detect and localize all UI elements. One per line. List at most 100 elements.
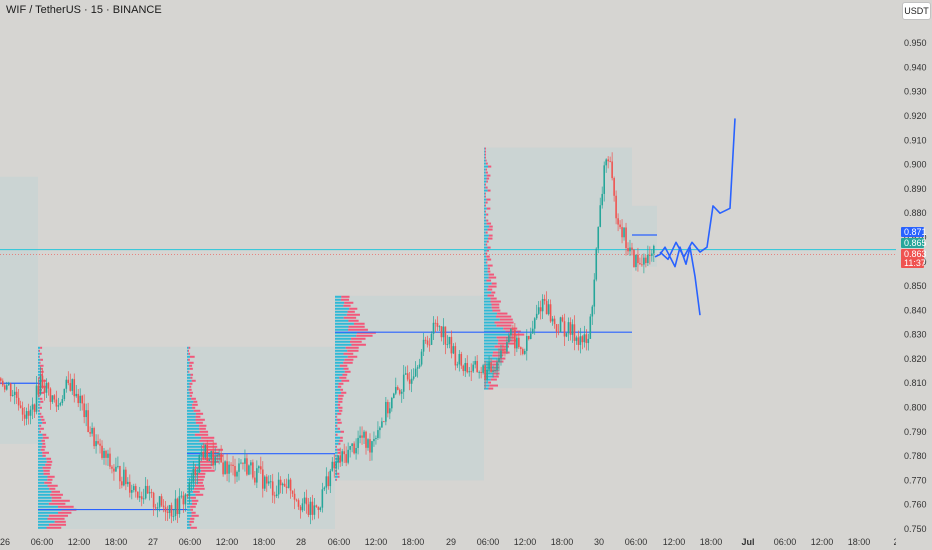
profile-bar-down [497, 312, 508, 315]
profile-bar-down [344, 301, 354, 304]
candle-body [579, 336, 582, 345]
candle-body [420, 351, 423, 365]
profile-bar-up [484, 375, 493, 378]
profile-bar-up [484, 153, 485, 156]
profile-bar-down [189, 361, 194, 364]
price-axis[interactable]: 0.950 0.940 0.930 0.920 0.910 0.900 0.890 0.880… [896, 0, 932, 550]
candle-body [559, 317, 562, 332]
price-tick-label: 0.790 [904, 427, 927, 437]
time-tick-label: 18:00 [848, 537, 871, 547]
candle-body [35, 385, 38, 412]
profile-bar-down [337, 412, 342, 415]
profile-bar-down [39, 406, 42, 409]
profile-bar-down [187, 358, 190, 361]
profile-bar-up [484, 258, 488, 261]
profile-bar-down [488, 285, 497, 288]
profile-bar-up [38, 487, 50, 490]
profile-bar-down [486, 198, 491, 201]
candle-body [238, 463, 240, 472]
candle-body [95, 441, 97, 447]
profile-bar-down [343, 367, 349, 370]
profile-bar-up [38, 364, 41, 367]
profile-bar-up [38, 367, 40, 370]
profile-bar-up [38, 469, 44, 472]
candle-body [125, 469, 127, 485]
candle-body [281, 483, 284, 486]
profile-bar-down [199, 460, 220, 463]
profile-bar-down [42, 442, 46, 445]
candle-body [218, 453, 220, 456]
time-tick-label: 18:00 [402, 537, 425, 547]
profile-bar-up [187, 400, 194, 403]
candle-body [234, 466, 236, 477]
candle-body [639, 263, 641, 265]
profile-bar-down [196, 478, 204, 481]
candle-body [389, 408, 391, 414]
profile-bar-up [484, 324, 497, 327]
candle-body [400, 391, 403, 394]
candle-body [69, 383, 72, 391]
profile-bar-down [485, 201, 488, 204]
candle-body [180, 495, 183, 497]
candle-body [325, 476, 328, 488]
profile-bar-down [195, 472, 206, 475]
profile-bar-down [492, 309, 501, 312]
profile-bar-down [42, 454, 46, 457]
profile-bar-up [335, 460, 339, 463]
profile-bar-up [484, 189, 488, 192]
profile-bar-up [484, 330, 506, 333]
profile-bar-down [195, 418, 205, 421]
candle-body [188, 482, 191, 497]
candle-body [176, 498, 179, 515]
candle-body [303, 497, 306, 504]
profile-bar-up [484, 147, 485, 150]
candle-body [196, 472, 199, 476]
candle-body [262, 469, 264, 489]
candle-body [27, 411, 30, 416]
time-tick-label: 12:00 [811, 537, 834, 547]
candle-body [514, 329, 516, 349]
candle-body [486, 369, 488, 380]
profile-bar-up [484, 333, 509, 336]
profile-bar-up [38, 442, 43, 445]
profile-bar-down [343, 304, 351, 307]
profile-bar-up [484, 285, 489, 288]
price-tick-label: 0.830 [904, 330, 927, 340]
profile-bar-up [484, 360, 493, 363]
profile-bar-up [484, 234, 489, 237]
candle-body [263, 476, 266, 489]
profile-bar-up [335, 358, 345, 361]
candle-body [635, 254, 637, 268]
profile-bar-up [187, 403, 193, 406]
candle-body [134, 486, 137, 492]
candle-body [335, 462, 338, 469]
candle-body [593, 279, 596, 307]
profile-bar-down [51, 496, 62, 499]
price-chart[interactable]: 26 06:00 12:00 18:00 27 06:00 12:00 18:00 28 06:0… [0, 0, 896, 550]
profile-bar-up [335, 427, 338, 430]
candle-body [119, 465, 121, 482]
profile-bar-up [484, 336, 497, 339]
profile-bar-down [343, 316, 357, 319]
profile-bar-down [47, 478, 53, 481]
profile-bar-up [335, 304, 344, 307]
candle-body [573, 324, 576, 341]
time-tick-label: 06:00 [625, 537, 648, 547]
candle-body [115, 466, 117, 472]
profile-bar-down [194, 484, 205, 487]
profile-bar-up [38, 430, 40, 433]
candle-body [289, 479, 292, 491]
profile-bar-up [484, 300, 491, 303]
candle-body [605, 159, 607, 166]
profile-bar-up [187, 346, 189, 349]
profile-bar-up [484, 168, 486, 171]
profile-bar-down [484, 147, 486, 150]
profile-bar-down [189, 391, 193, 394]
profile-bar-up [38, 391, 41, 394]
candle-body [434, 322, 437, 324]
currency-button[interactable]: USDT [902, 2, 931, 20]
profile-bar-up [484, 354, 493, 357]
profile-bar-up [187, 481, 197, 484]
candle-body [11, 394, 14, 396]
profile-bar-up [484, 162, 486, 165]
